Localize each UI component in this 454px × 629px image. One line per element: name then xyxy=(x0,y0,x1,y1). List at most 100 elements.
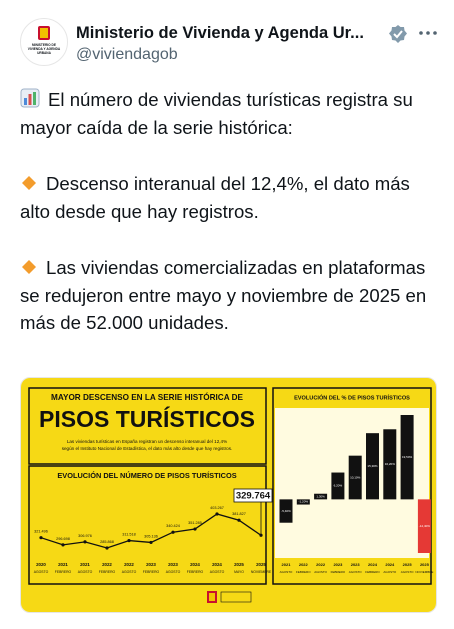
x-tick-label: AGOSTO xyxy=(166,570,181,574)
point xyxy=(193,527,197,531)
point xyxy=(171,530,175,534)
bar xyxy=(296,499,310,505)
bar xyxy=(417,499,431,553)
data-label: 1,30% xyxy=(316,494,325,498)
bar xyxy=(331,472,345,500)
x-tick-label: 2022 xyxy=(316,562,326,567)
x-tick-label: NOVIEMBRE xyxy=(251,570,272,574)
x-tick-label: FEBRERO xyxy=(296,570,311,574)
x-tick-label: AGOSTO xyxy=(34,570,49,574)
x-tick-label: 2021 xyxy=(80,562,90,567)
bar xyxy=(314,493,328,500)
verified-badge xyxy=(389,25,407,43)
author-name[interactable]: Ministerio de Vivienda y Agenda Ur... xyxy=(76,24,364,42)
avatar[interactable]: MINISTERIO DE VIVIENDA Y AGENDA URBANA xyxy=(20,18,68,66)
x-tick-label: 2024 xyxy=(368,562,378,567)
x-tick-label: 2025 xyxy=(420,562,430,567)
point xyxy=(127,538,131,543)
point xyxy=(105,546,109,550)
infographic[interactable]: MAYOR DESCENSO EN LA SERIE HISTÓRICA DE P… xyxy=(20,377,437,613)
data-label: 311.518 xyxy=(122,533,135,537)
x-tick-label: 2022 xyxy=(102,562,112,567)
paragraph: Las viviendas comercializadas en platafo… xyxy=(20,254,440,337)
data-label: 19,50% xyxy=(402,455,413,459)
x-tick-label: 2025 xyxy=(234,562,244,567)
more-button[interactable] xyxy=(418,30,438,36)
chart-title: EVOLUCIÓN DEL NÚMERO DE PISOS TURÍSTICOS xyxy=(57,471,236,480)
x-tick-label: 2025 xyxy=(256,562,266,567)
x-tick-label: AGOSTO xyxy=(349,570,362,574)
data-label: -1,20% xyxy=(299,500,309,504)
data-label: 321.496 xyxy=(34,530,48,534)
data-label: 403.267 xyxy=(210,506,224,510)
crest xyxy=(38,26,50,40)
x-tick-label: AGOSTO xyxy=(401,570,414,574)
data-label: 6,20% xyxy=(334,484,343,488)
data-label: 329.764 xyxy=(236,491,271,502)
data-label: 285.868 xyxy=(100,540,114,544)
paragraph: El número de viviendas turísticas regist… xyxy=(20,86,440,141)
point xyxy=(61,543,65,547)
bar xyxy=(279,499,293,523)
infographic-description: Las viviendas turísticas en España regis… xyxy=(67,439,227,444)
point xyxy=(83,540,87,544)
bar xyxy=(383,429,397,500)
paragraph-text: El número de viviendas turísticas regist… xyxy=(20,89,413,138)
paragraph-text: Descenso interanual del 12,4%, el dato m… xyxy=(20,173,410,222)
data-label: 296.698 xyxy=(56,537,70,541)
x-tick-label: 2023 xyxy=(333,562,343,567)
x-tick-label: FEBRERO xyxy=(365,570,380,574)
data-label: 351.285 xyxy=(188,521,202,525)
diamond-emoji xyxy=(22,260,36,274)
callout-box xyxy=(233,488,273,503)
infographic-title: MAYOR DESCENSO EN LA SERIE HISTÓRICA DE xyxy=(51,391,244,402)
x-tick-label: 2023 xyxy=(168,562,178,567)
x-tick-label: 2021 xyxy=(58,562,68,567)
x-tick-label: AGOSTO xyxy=(314,570,327,574)
x-tick-label: FEBRERO xyxy=(331,570,346,574)
infographic-canvas: MAYOR DESCENSO EN LA SERIE HISTÓRICA DE P… xyxy=(21,378,436,612)
infographic-description: según el Instituto Nacional de Estadísti… xyxy=(62,446,233,451)
x-tick-label: 2024 xyxy=(385,562,395,567)
data-label: 16,20% xyxy=(385,462,396,466)
point xyxy=(149,540,153,545)
data-label: 381.827 xyxy=(232,512,246,516)
infographic-title: PISOS TURÍSTICOS xyxy=(39,405,255,432)
x-tick-label: FEBRERO xyxy=(99,570,116,574)
x-tick-label: FEBRERO xyxy=(143,570,160,574)
x-tick-label: MAYO xyxy=(234,570,244,574)
paragraph: Descenso interanual del 12,4%, el dato m… xyxy=(20,170,440,225)
data-label: 10,10% xyxy=(350,475,361,479)
data-label: 340.424 xyxy=(166,524,180,528)
x-tick-label: 2022 xyxy=(124,562,134,567)
x-tick-label: AGOSTO xyxy=(383,570,396,574)
data-label: 15,30% xyxy=(367,464,378,468)
x-tick-label: 2021 xyxy=(282,562,292,567)
bar xyxy=(348,455,362,500)
x-tick-label: 2024 xyxy=(212,562,222,567)
x-tick-label: 2020 xyxy=(36,562,46,567)
point xyxy=(215,512,219,516)
x-tick-label: 2025 xyxy=(403,562,413,567)
paragraph-text: Las viviendas comercializadas en platafo… xyxy=(20,257,427,333)
point xyxy=(237,518,241,522)
x-tick-label: 2022 xyxy=(299,562,309,567)
x-tick-label: FEBRERO xyxy=(187,570,204,574)
chart-title: EVOLUCIÓN DEL % DE PISOS TURÍSTICOS xyxy=(294,393,410,401)
x-tick-label: AGOSTO xyxy=(78,570,93,574)
data-label: -5,40% xyxy=(281,509,291,513)
bar xyxy=(400,415,414,500)
data-label: -12,40% xyxy=(419,524,431,528)
data-label: 306.976 xyxy=(78,534,92,538)
tweet-text: El número de viviendas turísticas regist… xyxy=(20,86,440,366)
diamond-emoji xyxy=(22,176,36,190)
x-tick-label: 2023 xyxy=(351,562,361,567)
handle[interactable]: @viviendagob xyxy=(76,46,178,63)
x-tick-label: 2024 xyxy=(190,562,200,567)
x-tick-label: AGOSTO xyxy=(210,570,225,574)
x-tick-label: AGOSTO xyxy=(122,570,137,574)
avatar-text: MINISTERIO DE VIVIENDA Y AGENDA URBANA xyxy=(27,43,61,55)
point xyxy=(39,536,43,540)
bar xyxy=(366,433,379,500)
